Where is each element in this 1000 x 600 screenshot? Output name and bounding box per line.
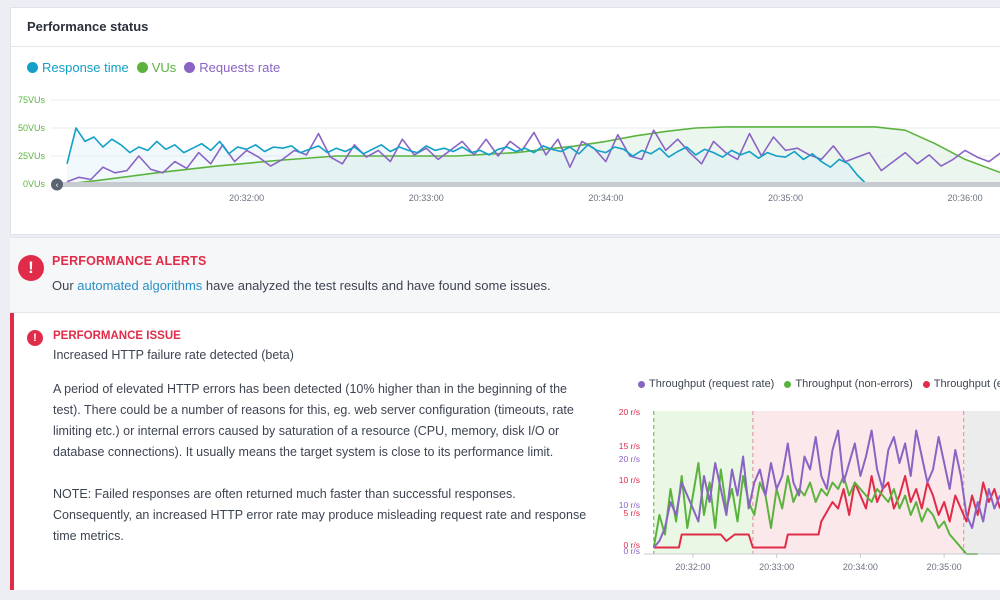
legend-response-time-label: Response time [42, 60, 129, 75]
chevron-left-icon: ‹ [55, 181, 58, 190]
x-tick-label: 20:35:00 [768, 193, 803, 203]
y-tick-label: 0VUs [23, 179, 46, 189]
legend-throughput-non-errors[interactable]: Throughput (non-errors) [784, 378, 913, 390]
y-tick-label: 20 r/s [619, 454, 640, 464]
legend-throughput-non-errors-label: Throughput (non-errors) [795, 378, 913, 390]
alerts-text-before: Our [52, 278, 78, 293]
y-tick-label: 75VUs [18, 95, 46, 105]
legend-vus-label: VUs [151, 60, 177, 75]
alert-exclamation-icon: ! [18, 255, 44, 281]
y-tick-label: 50VUs [18, 123, 46, 133]
performance-alerts-panel: ! PERFORMANCE ALERTS Our automated algor… [10, 237, 1000, 313]
performance-issue-title: PERFORMANCE ISSUE [53, 330, 181, 342]
issue-note: NOTE: Failed responses are often returne… [53, 487, 587, 543]
time-scrollbar [61, 182, 1000, 187]
errors-dot-icon [922, 380, 930, 388]
region-after [963, 411, 1000, 554]
x-tick-label: 20:34:00 [843, 562, 878, 572]
vus-area [67, 126, 1000, 184]
y-tick-label: 0 r/s [623, 540, 640, 550]
y-tick-label: 0 r/s [623, 546, 640, 556]
legend-throughput-errors-label: Throughput (e [933, 378, 1000, 390]
issue-exclamation-icon: ! [27, 330, 43, 346]
legend-requests-rate[interactable]: Requests rate [184, 60, 280, 75]
throughput-legend: Throughput (request rate) Throughput (no… [638, 378, 1000, 390]
issue-paragraph: A period of elevated HTTP errors has bee… [53, 382, 574, 459]
alerts-text-after: have analyzed the test results and have … [202, 278, 551, 293]
vus-dot-icon [136, 62, 148, 73]
performance-alerts-description: Our automated algorithms have analyzed t… [52, 278, 551, 293]
legend-throughput-request-rate-label: Throughput (request rate) [649, 378, 775, 390]
performance-status-chart[interactable]: 75VUs 50VUs 25VUs 0VUs ‹ 20:32:00 20:33:00 20:3… [11, 86, 1000, 211]
legend-throughput-request-rate[interactable]: Throughput (request rate) [638, 378, 774, 390]
legend-throughput-errors[interactable]: Throughput (e [922, 378, 1000, 390]
x-tick-label: 20:34:00 [588, 193, 623, 203]
performance-issue-panel: ! PERFORMANCE ISSUE Increased HTTP failu… [10, 313, 1000, 590]
response-time-dot-icon [27, 62, 38, 73]
performance-status-title: Performance status [11, 8, 1000, 47]
series-line-vus [66, 126, 1000, 185]
automated-algorithms-link[interactable]: automated algorithms [77, 278, 203, 293]
requests-rate-dot-icon [184, 62, 196, 73]
non-errors-dot-icon [784, 380, 792, 388]
x-tick-label: 20:33:00 [409, 193, 444, 203]
performance-status-card: Performance status Response time VUs Req… [10, 7, 1000, 235]
x-tick-label: 20:32:00 [229, 193, 264, 203]
scroll-left-icon [51, 178, 63, 191]
y-tick-label: 10 r/s [619, 500, 640, 510]
x-tick-label: 20:35:00 [927, 562, 962, 572]
throughput-chart[interactable]: 20 r/s15 r/s20 r/s10 r/s10 r/s5 r/s0 r/s… [600, 401, 1000, 587]
legend-requests-rate-label: Requests rate [199, 60, 281, 75]
x-tick-label: 20:33:00 [759, 562, 794, 572]
throughput-line-throughput-request-rate- [653, 429, 1000, 549]
status-legend: Response time VUs Requests rate [27, 60, 280, 75]
y-tick-label: 20 r/s [619, 407, 640, 417]
request-rate-dot-icon [638, 380, 645, 388]
x-tick-label: 20:32:00 [675, 562, 710, 572]
performance-alerts-title: PERFORMANCE ALERTS [52, 254, 207, 268]
performance-issue-body: A period of elevated HTTP errors has bee… [53, 379, 598, 547]
region-elevated-errors [752, 411, 964, 554]
legend-response-time[interactable]: Response time [27, 60, 129, 75]
x-tick-label: 20:36:00 [948, 193, 983, 203]
y-tick-label: 15 r/s [619, 441, 640, 451]
y-tick-label: 10 r/s [619, 475, 640, 485]
legend-vus[interactable]: VUs [136, 60, 177, 75]
performance-issue-subtitle: Increased HTTP failure rate detected (be… [53, 348, 294, 362]
y-tick-label: 25VUs [18, 151, 46, 161]
series-line-response-time [66, 127, 867, 185]
y-tick-label: 5 r/s [623, 508, 640, 518]
throughput-line-throughput-errors- [653, 475, 1000, 549]
